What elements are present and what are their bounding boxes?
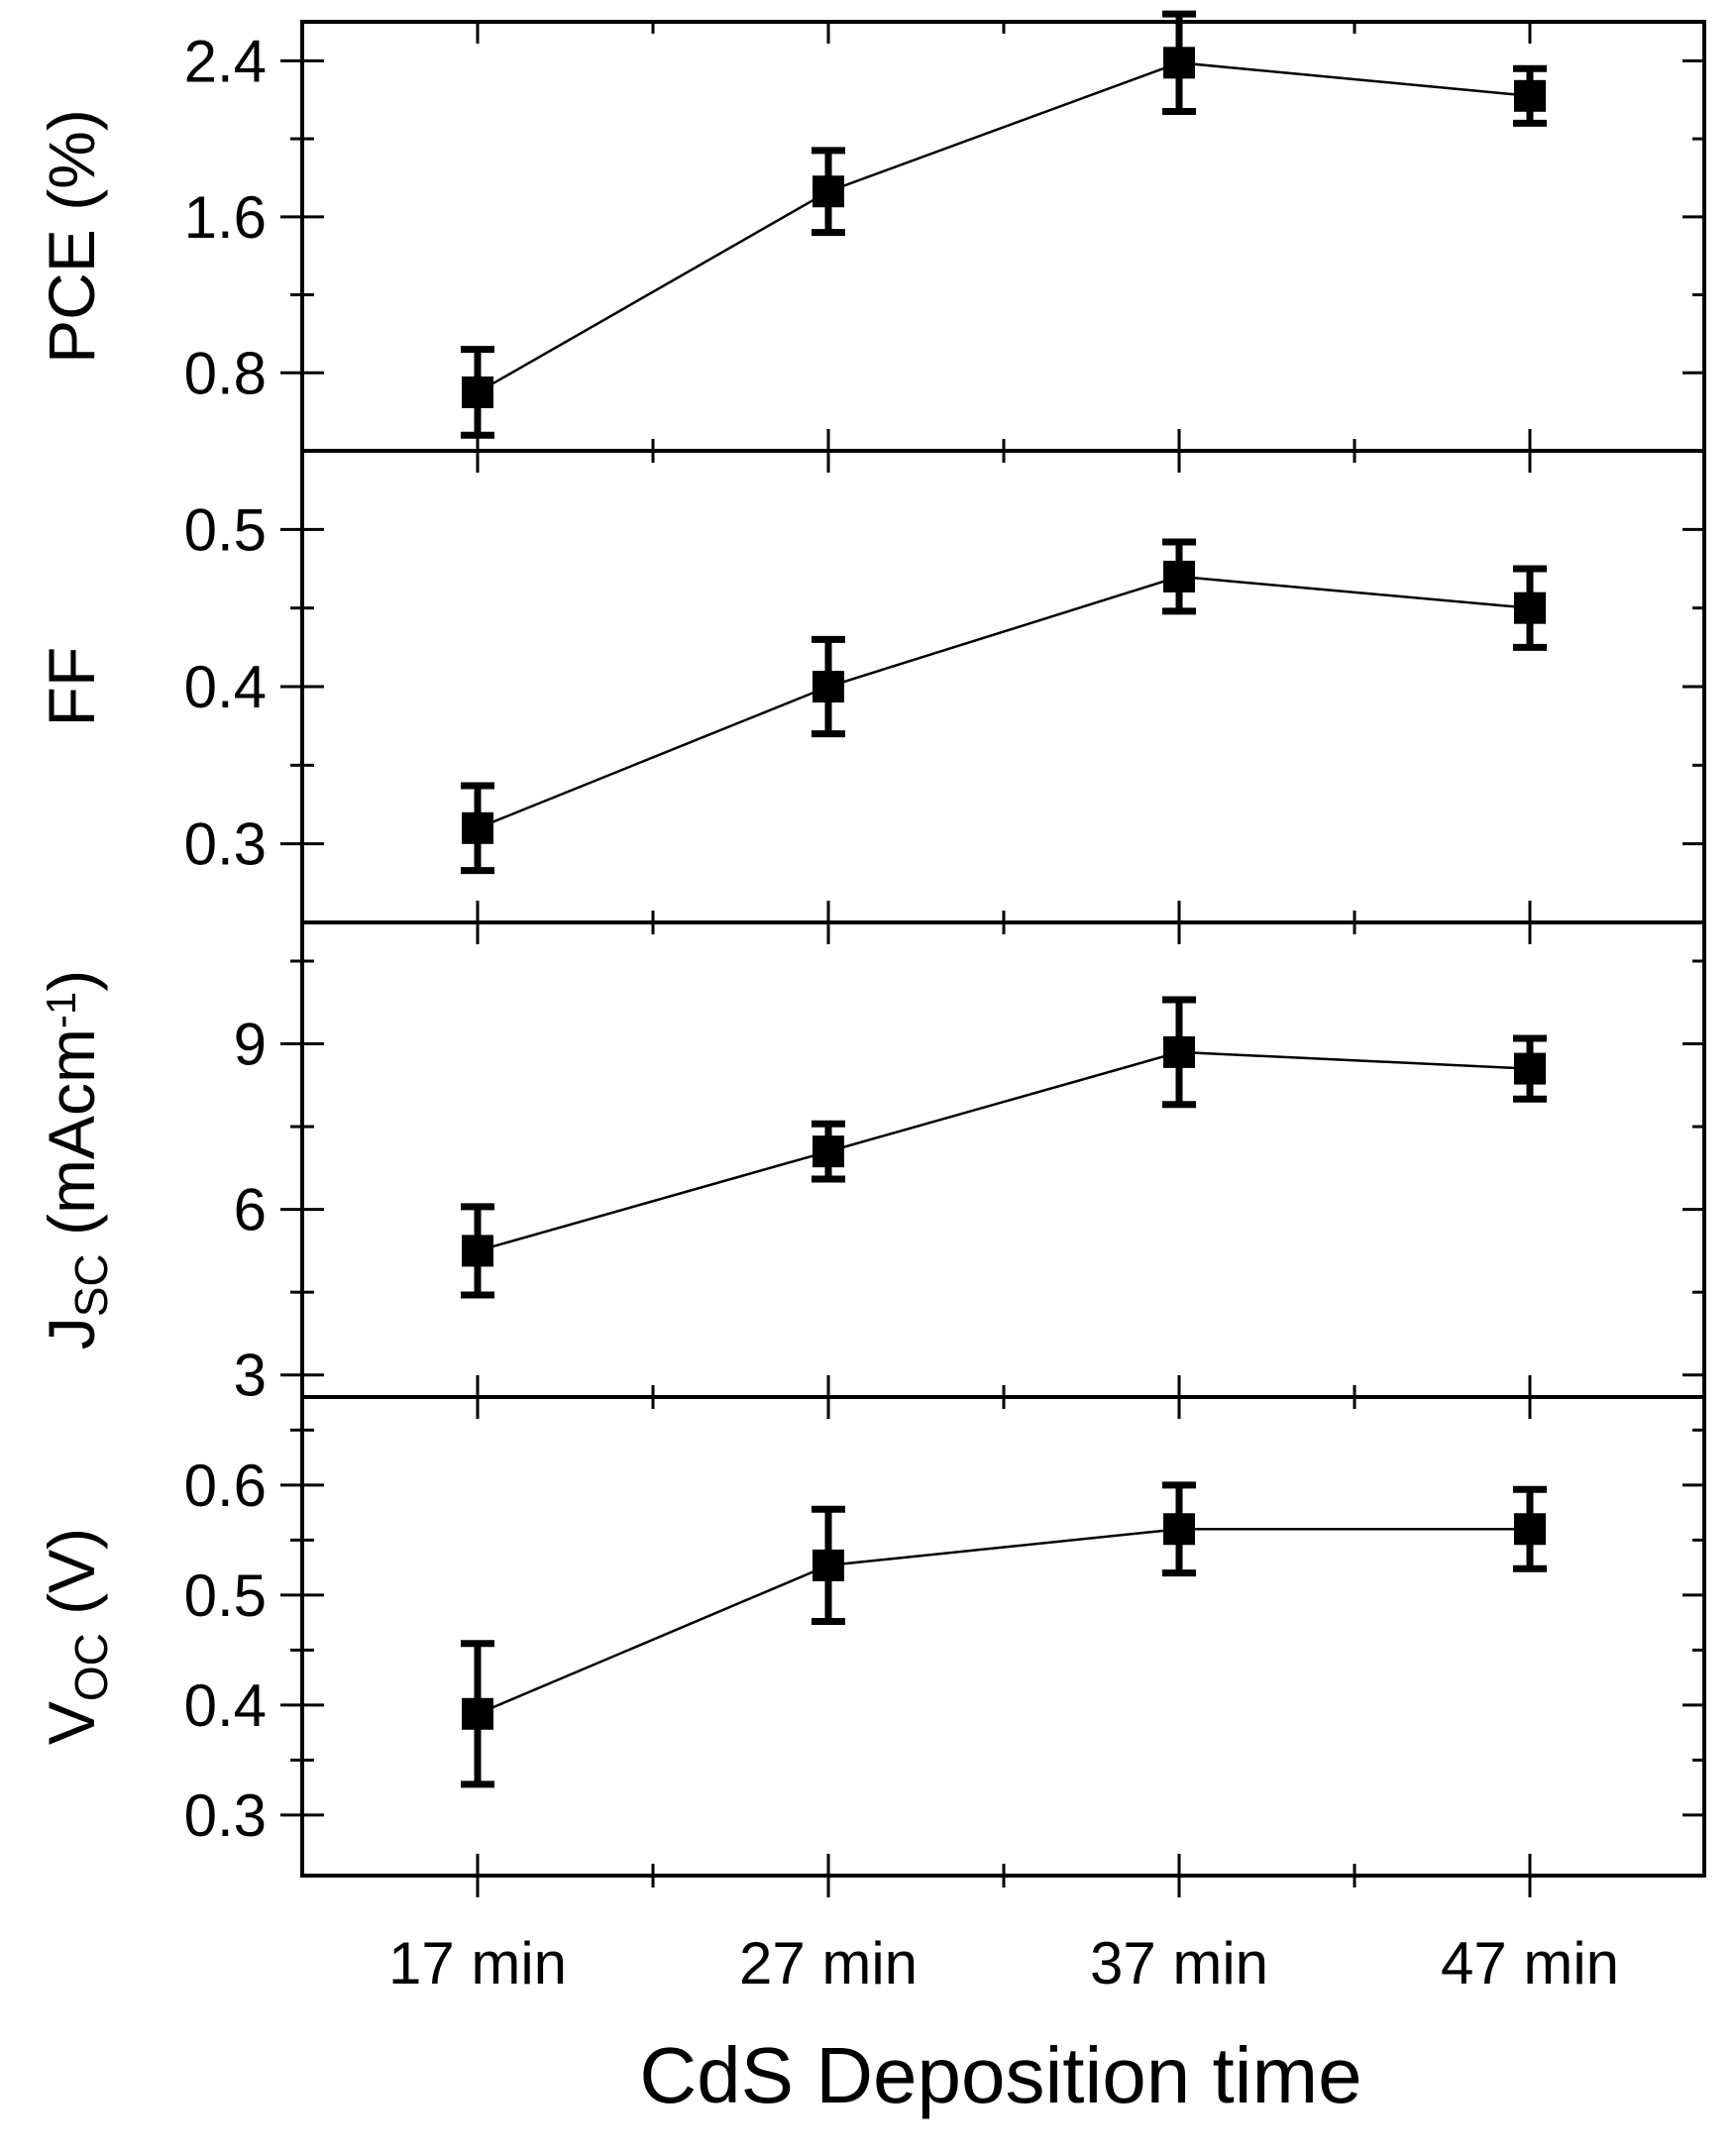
- panel-pce: 0.8 1.6 2.4 PCE (%): [35, 10, 1706, 473]
- x-tick-label: 27 min: [739, 1930, 918, 1996]
- data-point-ff: [1163, 560, 1195, 593]
- y-tick-label: 2.4: [184, 28, 267, 94]
- data-point-voc: [1514, 1513, 1546, 1546]
- data-point-voc: [813, 1549, 844, 1581]
- y-tick-label: 1.6: [184, 184, 267, 251]
- y-tick-label: 0.3: [184, 1782, 267, 1849]
- data-point-pce: [462, 376, 493, 408]
- y-tick-label: 0.8: [184, 340, 267, 406]
- data-point-ff: [1514, 592, 1546, 624]
- panel-voc: 0.3 0.4 0.5 0.6 VOC (V): [35, 1395, 1706, 1897]
- y-axis-label-pce: PCE (%): [35, 109, 108, 364]
- y-tick-label: 0.5: [184, 496, 267, 563]
- y-tick-label: 0.4: [184, 1672, 267, 1739]
- series-line-voc: [477, 1527, 1530, 1715]
- data-point-pce: [813, 175, 844, 208]
- data-point-voc: [462, 1697, 493, 1730]
- x-axis-label: CdS Deposition time: [639, 2031, 1361, 2119]
- data-point-ff: [813, 671, 844, 702]
- panel-frame: [300, 20, 1706, 453]
- panel-frame: [300, 1395, 1706, 1878]
- x-tick-label: 37 min: [1090, 1930, 1268, 1996]
- series-line-jsc: [477, 1050, 1531, 1252]
- panel-frame: [300, 449, 1706, 924]
- y-axis-label-voc: VOC (V): [35, 1528, 117, 1745]
- y-tick-label: 3: [234, 1343, 267, 1409]
- panel-ff: 0.3 0.4 0.5 FF: [35, 449, 1706, 944]
- y-tick-label: 6: [234, 1177, 267, 1243]
- data-point-voc: [1163, 1513, 1195, 1546]
- series-line-pce: [477, 61, 1531, 394]
- data-point-jsc: [1514, 1052, 1546, 1085]
- y-tick-label: 0.4: [184, 654, 267, 720]
- panel-frame: [300, 920, 1706, 1399]
- y-tick-label: 0.5: [184, 1563, 267, 1629]
- data-point-ff: [462, 811, 493, 844]
- x-tick-label: 17 min: [388, 1930, 567, 1996]
- data-point-pce: [1514, 79, 1546, 112]
- x-tick-label: 47 min: [1441, 1930, 1619, 1996]
- x-axis: 17 min 27 min 37 min 47 min: [388, 1930, 1619, 1996]
- y-axis-label-jsc: JSC (mAcm-1): [35, 970, 117, 1350]
- data-point-jsc: [1163, 1035, 1195, 1068]
- y-tick-label: 0.3: [184, 811, 267, 878]
- panels-layer: 0.8 1.6 2.4 PCE (%) 0.3 0.4 0.5 FF 3 6 9 JSC (mAcm-…: [35, 10, 1706, 1897]
- panel-jsc: 3 6 9 JSC (mAcm-1): [35, 920, 1706, 1419]
- y-axis-label-ff: FF: [35, 647, 108, 727]
- series-line-ff: [477, 575, 1531, 829]
- y-tick-label: 9: [234, 1012, 267, 1078]
- data-point-jsc: [813, 1135, 844, 1168]
- y-tick-label: 0.6: [184, 1453, 267, 1519]
- data-point-pce: [1163, 47, 1195, 79]
- data-point-jsc: [462, 1235, 493, 1267]
